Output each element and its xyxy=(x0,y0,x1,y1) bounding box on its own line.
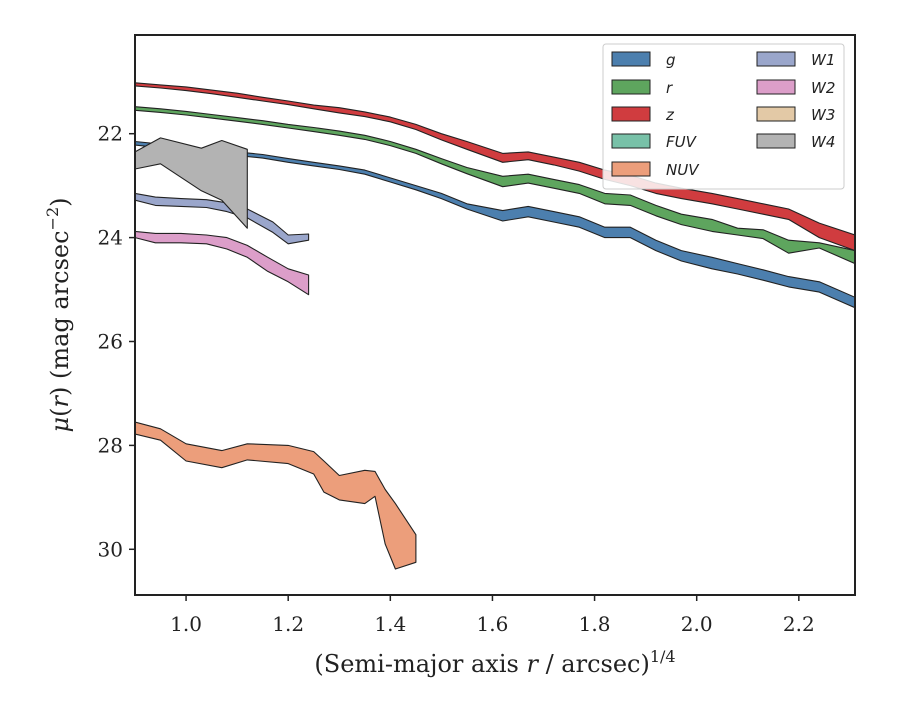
x-tick-label: 1.0 xyxy=(170,612,202,636)
series-areas xyxy=(135,82,855,570)
x-tick-label: 1.6 xyxy=(477,612,509,636)
band-w4 xyxy=(135,137,248,229)
x-tick-label: 1.4 xyxy=(374,612,406,636)
legend-swatch-z xyxy=(611,106,651,122)
x-tick-label: 2.0 xyxy=(681,612,713,636)
legend-label-w2: W2 xyxy=(811,79,835,97)
legend-label-w3: W3 xyxy=(811,106,835,124)
legend-swatch-r xyxy=(611,79,651,95)
y-axis-label: μ(r) (mag arcsec−2) xyxy=(43,197,74,432)
x-tick-label: 1.8 xyxy=(579,612,611,636)
y-tick-label: 22 xyxy=(98,122,123,146)
y-tick-label: 30 xyxy=(98,537,123,561)
band-r xyxy=(135,106,855,265)
x-axis-label: (Semi-major axis r / arcsec)1/4 xyxy=(314,647,675,678)
legend-label-z: z xyxy=(665,106,675,124)
band-z xyxy=(135,82,855,252)
legend-label-nuv: NUV xyxy=(666,161,700,179)
legend-label-w4: W4 xyxy=(811,133,835,151)
legend-swatch-w2 xyxy=(756,79,796,95)
legend-swatch-w4 xyxy=(756,133,796,149)
band-nuv xyxy=(135,421,417,570)
y-tick-label: 24 xyxy=(98,226,123,250)
plot-frame xyxy=(134,34,856,596)
legend-label-fuv: FUV xyxy=(666,133,698,151)
legend-label-g: g xyxy=(666,51,676,69)
band-w1 xyxy=(135,192,310,245)
y-tick-label: 26 xyxy=(98,329,123,353)
axis-ticks: 1.0 1.2 1.4 1.6 1.8 2.0 2.2 22 24 26 28 30 xyxy=(98,122,815,636)
legend-swatch-nuv xyxy=(611,161,651,177)
legend-swatch-w1 xyxy=(756,51,796,67)
band-w2 xyxy=(135,230,310,296)
legend-swatch-g xyxy=(611,51,651,67)
legend-swatch-fuv xyxy=(611,133,651,149)
y-tick-label: 28 xyxy=(98,433,123,457)
x-tick-label: 1.2 xyxy=(272,612,304,636)
legend-swatch-w3 xyxy=(756,106,796,122)
x-tick-label: 2.2 xyxy=(783,612,815,636)
legend-label-r: r xyxy=(666,79,673,97)
legend: grz FUV NUV W1 W2 W3 W4 xyxy=(602,43,845,190)
band-g xyxy=(135,140,855,309)
legend-label-w1: W1 xyxy=(811,51,835,69)
